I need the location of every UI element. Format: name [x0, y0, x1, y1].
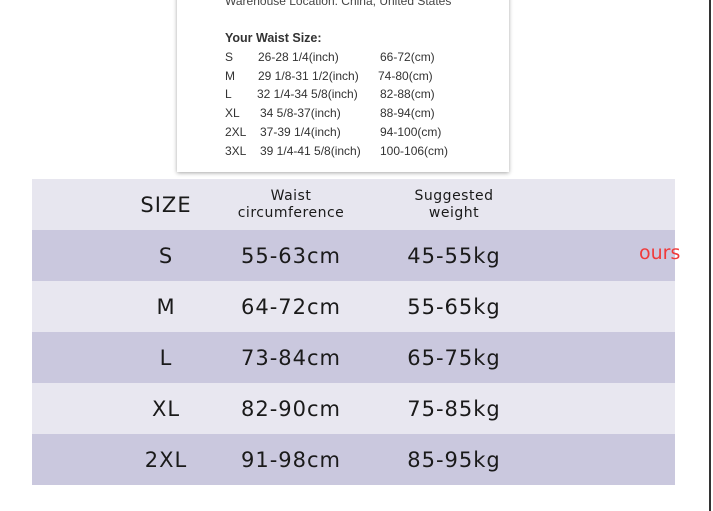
- header-weight: Suggested weight: [414, 187, 494, 221]
- cell-weight: 75-85kg: [407, 396, 501, 421]
- header-size: SIZE: [140, 192, 192, 217]
- cell-size: 2XL: [144, 447, 188, 472]
- popup-cm: 94-100(cm): [380, 124, 442, 139]
- cell-size: XL: [151, 396, 181, 421]
- popup-cm: 74-80(cm): [378, 68, 433, 83]
- popup-size-row: L 32 1/4-34 5/8(inch) 82-88(cm): [225, 87, 505, 105]
- popup-size: L: [225, 87, 232, 102]
- popup-inch: 39 1/4-41 5/8(inch): [260, 143, 361, 158]
- popup-size-row: 2XL 37-39 1/4(inch) 94-100(cm): [225, 125, 505, 143]
- popup-cm: 66-72(cm): [380, 50, 435, 64]
- cell-weight: 55-65kg: [407, 294, 501, 319]
- cell-weight: 85-95kg: [407, 447, 501, 472]
- popup-size-row: 3XL 39 1/4-41 5/8(inch) 100-106(cm): [225, 144, 505, 162]
- overlay-text: ours: [639, 242, 681, 264]
- cell-size: L: [159, 345, 173, 370]
- cell-size: M: [156, 294, 176, 319]
- popup-inch: 26-28 1/4(inch): [258, 50, 339, 64]
- popup-title: Your Waist Size:: [225, 31, 322, 45]
- popup-inch: 29 1/8-31 1/2(inch): [258, 68, 359, 83]
- popup-cm: 88-94(cm): [380, 106, 435, 121]
- popup-size: S: [225, 50, 234, 64]
- popup-cm: 82-88(cm): [380, 87, 435, 102]
- popup-size-row: M 29 1/8-31 1/2(inch) 74-80(cm): [225, 69, 505, 87]
- popup-cm: 100-106(cm): [380, 143, 449, 158]
- popup-size: 3XL: [225, 143, 247, 158]
- table-header: SIZE Waist circumference Suggested weigh…: [32, 179, 675, 230]
- cell-waist: 82-90cm: [240, 396, 342, 421]
- cell-waist: 73-84cm: [240, 345, 342, 370]
- table-row: XL 82-90cm 75-85kg: [32, 383, 675, 434]
- table-row: L 73-84cm 65-75kg: [32, 332, 675, 383]
- popup-size-row: S 26-28 1/4(inch) 66-72(cm): [225, 50, 505, 68]
- cell-weight: 45-55kg: [407, 243, 501, 268]
- size-chart-table: SIZE Waist circumference Suggested weigh…: [32, 179, 675, 485]
- cell-waist: 64-72cm: [240, 294, 342, 319]
- popup-inch: 34 5/8-37(inch): [260, 106, 341, 121]
- cell-waist: 91-98cm: [240, 447, 342, 472]
- cell-waist: 55-63cm: [240, 243, 342, 268]
- window-edge: [709, 0, 711, 511]
- popup-size: XL: [225, 106, 240, 121]
- table-row: S 55-63cm 45-55kg: [32, 230, 675, 281]
- cell-weight: 65-75kg: [407, 345, 501, 370]
- popup-size-row: XL 34 5/8-37(inch) 88-94(cm): [225, 106, 505, 124]
- popup-size: M: [225, 68, 235, 83]
- waist-size-popup: Warehouse Location: China, United States…: [177, 0, 509, 172]
- popup-inch: 32 1/4-34 5/8(inch): [257, 87, 358, 102]
- popup-size: 2XL: [225, 124, 247, 139]
- header-waist: Waist circumference: [237, 187, 345, 221]
- cell-size: S: [158, 243, 174, 268]
- table-row: 2XL 91-98cm 85-95kg: [32, 434, 675, 485]
- warehouse-location: Warehouse Location: China, United States: [225, 0, 452, 8]
- table-row: M 64-72cm 55-65kg: [32, 281, 675, 332]
- popup-inch: 37-39 1/4(inch): [260, 124, 341, 139]
